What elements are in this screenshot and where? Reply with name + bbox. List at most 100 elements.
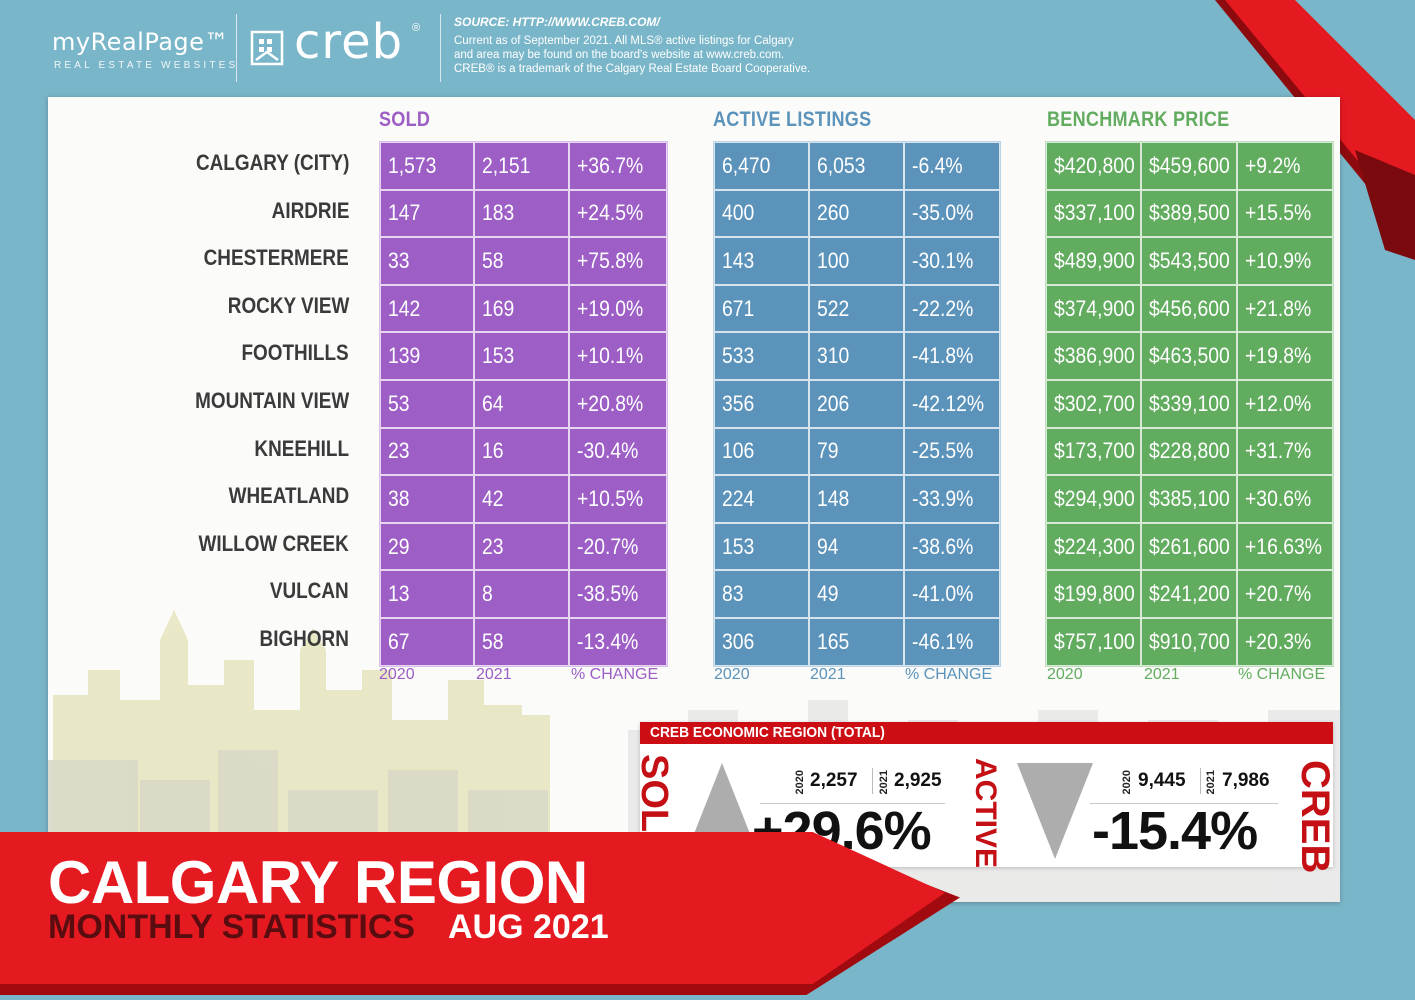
sold-cell: 23 xyxy=(474,522,569,571)
banner-title: CALGARY REGION xyxy=(48,849,588,916)
cell-value: +24.5% xyxy=(577,200,644,226)
benchmark-year-2021-label: 2021 xyxy=(1144,666,1180,683)
active-cell: -41.8% xyxy=(904,332,1000,380)
active-cell: 310 xyxy=(809,332,904,380)
cell-value: $224,300 xyxy=(1054,533,1135,559)
cell-value: +19.0% xyxy=(577,295,644,321)
banner-subtitle: MONTHLY STATISTICS xyxy=(48,908,416,946)
sold-cell: 53 xyxy=(380,379,474,428)
active-cell: 6,053 xyxy=(809,142,904,190)
sold-heading: SOLD xyxy=(379,108,431,131)
active-cell: 49 xyxy=(809,570,904,618)
sold-cell: -13.4% xyxy=(569,617,667,666)
active-cell: 671 xyxy=(714,284,809,333)
cell-value: 23 xyxy=(388,438,410,464)
cell-value: +16.63% xyxy=(1245,533,1322,559)
kpi-separator xyxy=(872,768,873,794)
benchmark-year-2020-label: 2020 xyxy=(1047,666,1083,683)
active-cell: -6.4% xyxy=(904,142,1000,190)
cell-value: 83 xyxy=(722,581,744,607)
cell-value: +20.8% xyxy=(577,390,644,416)
sold-cell: 142 xyxy=(380,284,474,333)
cell-value: 42 xyxy=(482,485,504,511)
source-line: Current as of September 2021. All MLS® a… xyxy=(454,35,794,47)
header-divider xyxy=(440,14,441,82)
active-cell: 143 xyxy=(714,237,809,285)
cell-value: $241,200 xyxy=(1149,581,1230,607)
active-cell: 165 xyxy=(809,617,904,666)
cell-value: $302,700 xyxy=(1054,390,1135,416)
benchmark-cell: +16.63% xyxy=(1237,522,1333,571)
active-cell: -33.9% xyxy=(904,475,1000,523)
active-year-2020-label: 2020 xyxy=(714,666,750,683)
sold-cell: 8 xyxy=(474,570,569,618)
sold-2020-total: 2,257 xyxy=(810,770,858,791)
region-label: ROCKY VIEW xyxy=(227,292,349,318)
benchmark-cell: $543,500 xyxy=(1141,237,1237,285)
benchmark-cell: +21.8% xyxy=(1237,284,1333,333)
cell-value: 148 xyxy=(817,485,850,511)
kpi-separator xyxy=(1200,768,1201,794)
benchmark-price-table: $420,800 $459,600 +9.2% $337,100 $389,500 +15… xyxy=(1045,141,1334,667)
cell-value: 165 xyxy=(817,628,850,654)
cell-value: 310 xyxy=(817,343,850,369)
benchmark-cell: $224,300 xyxy=(1046,522,1141,571)
sold-cell: +20.8% xyxy=(569,379,667,428)
sold-2021-total: 2,925 xyxy=(894,770,942,791)
active-percent-change: -15.4% xyxy=(1092,801,1258,861)
benchmark-cell: $489,900 xyxy=(1046,237,1141,285)
cell-value: 33 xyxy=(388,247,410,273)
sold-cell: 1,573 xyxy=(380,142,474,190)
banner-date: AUG 2021 xyxy=(448,908,609,946)
benchmark-cell: $385,100 xyxy=(1141,475,1237,523)
cell-value: 671 xyxy=(722,295,755,321)
sold-cell: 153 xyxy=(474,332,569,380)
benchmark-cell: $241,200 xyxy=(1141,570,1237,618)
active-cell: -35.0% xyxy=(904,189,1000,238)
cell-value: -41.0% xyxy=(912,581,974,607)
active-cell: -46.1% xyxy=(904,617,1000,666)
benchmark-cell: $757,100 xyxy=(1046,617,1141,666)
active-cell: -38.6% xyxy=(904,522,1000,571)
benchmark-change-label: % CHANGE xyxy=(1238,666,1326,683)
cell-value: 8 xyxy=(482,581,493,607)
benchmark-cell: $389,500 xyxy=(1141,189,1237,238)
cell-value: $337,100 xyxy=(1054,200,1135,226)
region-label: CALGARY (CITY) xyxy=(195,150,349,175)
cell-value: +10.1% xyxy=(577,343,644,369)
cell-value: 58 xyxy=(482,247,504,273)
cell-value: $386,900 xyxy=(1054,343,1135,369)
cell-value: $339,100 xyxy=(1149,390,1230,416)
cell-value: 522 xyxy=(817,295,850,321)
active-listings-heading: ACTIVE LISTINGS xyxy=(713,108,872,131)
creb-vertical-logo: CREB xyxy=(1293,760,1337,874)
active-cell: 522 xyxy=(809,284,904,333)
active-cell: -22.2% xyxy=(904,284,1000,333)
active-year-2021-label: 2021 xyxy=(810,666,846,683)
cell-value: -30.4% xyxy=(577,438,639,464)
sold-year-2020-label: 2020 xyxy=(379,666,415,683)
benchmark-cell: +19.8% xyxy=(1237,332,1333,380)
cell-value: $463,500 xyxy=(1149,343,1230,369)
sold-cell: 23 xyxy=(380,427,474,476)
sold-cell: -30.4% xyxy=(569,427,667,476)
header-divider xyxy=(236,14,237,82)
benchmark-cell: +30.6% xyxy=(1237,475,1333,523)
sold-cell: +36.7% xyxy=(569,142,667,190)
benchmark-cell: $910,700 xyxy=(1141,617,1237,666)
cell-value: 533 xyxy=(722,343,755,369)
kpi-divider xyxy=(760,803,945,804)
benchmark-cell: +9.2% xyxy=(1237,142,1333,190)
benchmark-cell: $228,800 xyxy=(1141,427,1237,476)
benchmark-cell: $294,900 xyxy=(1046,475,1141,523)
sold-cell: +24.5% xyxy=(569,189,667,238)
cell-value: $374,900 xyxy=(1054,295,1135,321)
active-listings-table: 6,470 6,053 -6.4% 400 260 -35.0% 143 100 -30.1% 6… xyxy=(713,141,1001,667)
cell-value: 224 xyxy=(722,485,755,511)
cell-value: +30.6% xyxy=(1245,485,1312,511)
active-2021-total: 7,986 xyxy=(1222,770,1270,791)
cell-value: 143 xyxy=(722,247,755,273)
cell-value: -30.1% xyxy=(912,247,974,273)
region-label: BIGHORN xyxy=(259,626,349,651)
active-cell: -30.1% xyxy=(904,237,1000,285)
